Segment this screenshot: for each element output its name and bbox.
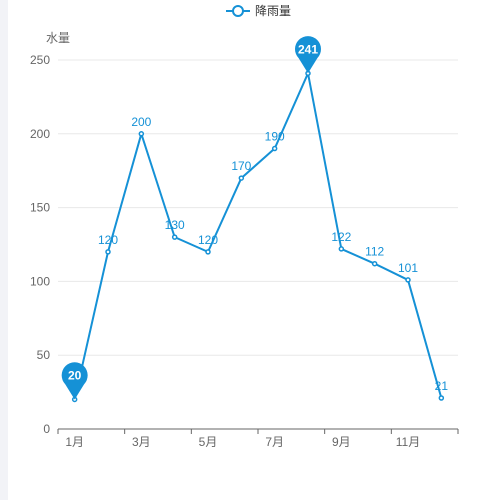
data-point[interactable] — [138, 131, 145, 137]
pin-shape — [295, 36, 321, 74]
left-edge-strip — [0, 0, 8, 500]
grid-lines — [58, 59, 458, 356]
x-tick-label: 3月 — [132, 435, 151, 449]
data-label: 112 — [365, 245, 384, 259]
legend-label: 降雨量 — [255, 4, 291, 18]
marker-pins: 241 20 — [61, 36, 321, 400]
legend[interactable]: 降雨量 — [226, 4, 291, 18]
y-tick-label: 50 — [37, 348, 51, 362]
data-label: 101 — [398, 261, 418, 275]
data-point[interactable] — [405, 277, 411, 283]
y-tick-label: 0 — [43, 422, 50, 436]
y-tick-label: 200 — [30, 127, 50, 141]
data-label: 190 — [265, 130, 285, 144]
y-tick-label: 150 — [30, 201, 50, 215]
pin-shape — [61, 362, 88, 400]
data-label: 122 — [331, 230, 351, 244]
data-point[interactable] — [371, 260, 378, 267]
pin-label: 241 — [298, 42, 318, 56]
y-tick-label: 250 — [30, 53, 50, 67]
data-label: 120 — [98, 233, 118, 247]
data-label: 120 — [198, 233, 218, 247]
series-line — [73, 72, 443, 400]
data-point[interactable] — [105, 249, 111, 255]
pin-label: 20 — [68, 368, 82, 382]
marker-pin-min: 20 — [61, 362, 88, 400]
x-tick-label: 7月 — [265, 435, 284, 449]
y-axis-label: 水量 — [46, 31, 70, 45]
series-rainfall — [71, 70, 445, 403]
data-label: 170 — [231, 159, 251, 173]
data-point[interactable] — [205, 249, 211, 255]
data-point[interactable] — [338, 246, 345, 252]
x-axis: 1月 3月 5月 7月 9月 11月 — [57, 428, 459, 449]
x-tick-label: 5月 — [199, 435, 218, 449]
data-label: 21 — [435, 379, 449, 393]
x-tick-label: 1月 — [65, 435, 84, 449]
data-label: 130 — [165, 218, 185, 232]
legend-circle-swatch — [232, 5, 244, 17]
x-tick-label: 11月 — [396, 435, 420, 449]
data-point[interactable] — [171, 234, 178, 240]
data-point[interactable] — [271, 145, 278, 152]
data-label: 200 — [131, 115, 151, 129]
y-axis-ticks: 0 50 100 150 200 250 — [30, 53, 50, 436]
marker-pin-max: 241 — [295, 36, 321, 74]
data-labels: 120 200 130 120 170 190 122 112 101 21 — [98, 115, 448, 393]
y-tick-label: 100 — [30, 274, 50, 288]
x-tick-label: 9月 — [332, 435, 351, 449]
data-point[interactable] — [438, 395, 445, 401]
data-point[interactable] — [238, 175, 245, 181]
